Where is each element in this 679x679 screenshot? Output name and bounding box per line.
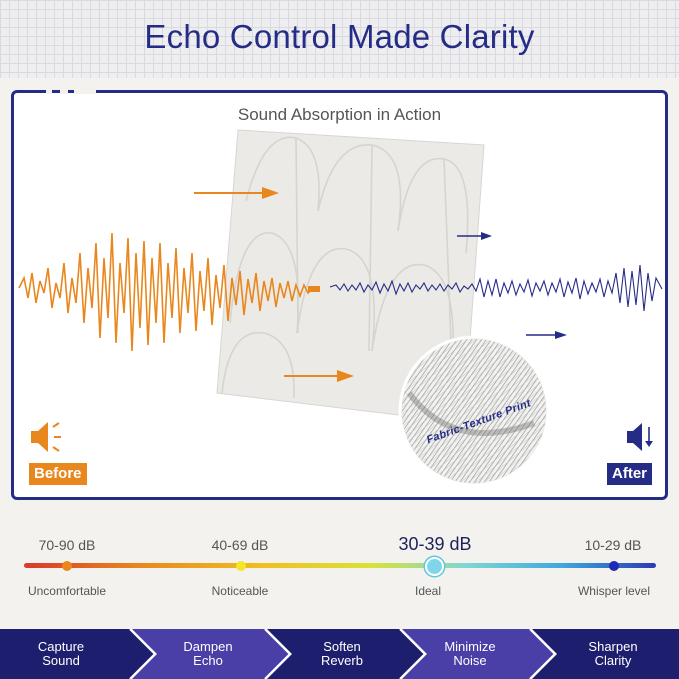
step-sharpen-clarity: Sharpen Clarity (588, 639, 638, 668)
speaker-low-icon (627, 423, 653, 451)
level-label-uncomfortable: Uncomfortable (27, 584, 107, 598)
page-title: Echo Control Made Clarity (144, 18, 535, 55)
db-range-uncomfortable: 70-90 dB (38, 537, 96, 553)
step-soften-reverb: Soften Reverb (321, 639, 363, 668)
before-badge: Before (29, 463, 87, 485)
arrow-right-icon (526, 331, 567, 339)
wave-end-block (308, 286, 320, 292)
frame-notch (46, 90, 52, 94)
process-steps: Capture Sound Dampen Echo Soften Reverb Min… (0, 629, 679, 679)
step-chevron (267, 629, 425, 679)
db-range-ideal: 30-39 dB (398, 534, 472, 554)
header-banner (0, 0, 679, 78)
fabric-texture-lens (398, 335, 550, 487)
scale-marker-ideal (425, 557, 444, 576)
db-range-whisper: 10-29 dB (584, 537, 642, 553)
decibel-scale: 70-90 dB 40-69 dB 30-39 dB 10-29 dB Unco… (0, 515, 679, 625)
step-chevron (402, 629, 555, 679)
demo-title: Sound Absorption in Action (237, 105, 442, 124)
absorption-demo-panel: Sound Absorption in Action (11, 90, 668, 500)
arrow-right-icon (457, 232, 492, 240)
arrow-right-icon (284, 370, 354, 382)
scale-marker-whisper (609, 561, 619, 571)
frame-notch (74, 90, 96, 94)
step-chevron (532, 629, 679, 679)
loud-sound-wave (18, 232, 319, 352)
scale-marker-noticeable (236, 561, 246, 571)
arrow-right-icon (194, 187, 279, 199)
level-label-whisper: Whisper level (577, 584, 651, 598)
step-chevron (132, 629, 290, 679)
level-label-noticeable: Noticeable (211, 584, 269, 598)
step-minimize-noise: Minimize Noise (444, 639, 496, 668)
absorption-illustration (18, 129, 663, 487)
decibel-gradient-bar (24, 563, 656, 568)
step-capture-sound: Capture Sound (37, 639, 85, 668)
speaker-loud-icon (31, 422, 61, 452)
acoustic-panel (216, 129, 485, 424)
db-range-noticeable: 40-69 dB (211, 537, 269, 553)
frame-notch (60, 90, 68, 94)
after-badge: After (607, 463, 653, 485)
scale-marker-uncomfortable (62, 561, 72, 571)
step-chevron (0, 629, 155, 679)
level-label-ideal: Ideal (414, 584, 442, 598)
reduced-sound-wave (329, 264, 663, 312)
step-dampen-echo: Dampen Echo (183, 639, 233, 668)
